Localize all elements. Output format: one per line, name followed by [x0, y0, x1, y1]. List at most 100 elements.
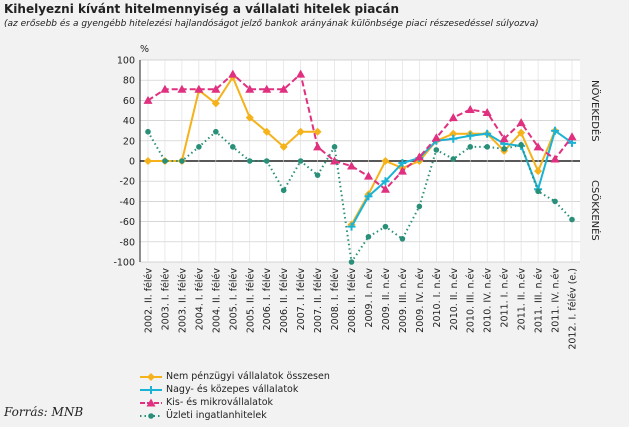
x-tick-label: 2007. II. félév	[313, 268, 324, 334]
data-point	[296, 69, 306, 78]
y-tick-label: 40	[123, 116, 135, 127]
data-point	[194, 84, 204, 93]
series-2	[143, 69, 577, 193]
data-point	[313, 142, 323, 151]
data-point	[465, 104, 475, 113]
y-tick-label: -20	[119, 177, 135, 188]
data-point	[551, 126, 560, 135]
data-point	[382, 223, 389, 230]
data-point	[381, 157, 390, 165]
data-point	[414, 152, 424, 161]
legend-entry: Nem pénzügyi vállalatok összesen	[140, 370, 330, 383]
y-tick-label: 60	[123, 96, 135, 107]
data-point	[313, 127, 322, 136]
data-point	[147, 372, 155, 381]
legend-entry: Üzleti ingatlanhitelek	[140, 409, 330, 422]
data-point	[280, 187, 287, 194]
data-point	[550, 154, 560, 163]
data-point	[482, 108, 492, 117]
y-tick-label: -60	[119, 217, 135, 228]
data-point	[483, 129, 492, 138]
data-point	[145, 128, 151, 135]
data-point	[146, 398, 156, 406]
axes: 100 80 60 40 20 0 -20 -40 -60 -80 -100 2002. II. fé…	[113, 56, 578, 350]
data-point	[162, 158, 168, 164]
series-line	[147, 72, 573, 191]
legend-swatch	[140, 412, 162, 419]
legend-label: Nagy- és közepes vállalatok	[166, 384, 299, 395]
x-tick-label: 2009. IV. n.év	[415, 268, 426, 333]
data-point	[363, 171, 373, 180]
x-tick-label: 2009. III. n.év	[398, 268, 409, 334]
y-axis-label: %	[140, 44, 149, 55]
data-point	[246, 158, 253, 164]
y-tick-label: -80	[119, 237, 135, 248]
y-tick-label: -40	[119, 197, 135, 208]
y-tick-label: 80	[123, 76, 135, 87]
data-point	[211, 99, 220, 108]
chart-subtitle: (az erősebb és a gyengébb hitelezési haj…	[4, 19, 539, 29]
data-point	[148, 412, 154, 419]
series-group	[143, 69, 577, 265]
data-point	[147, 385, 155, 394]
x-tick-label: 2011. I. n.év	[500, 268, 511, 328]
legend-label: Nem pénzügyi vállalatok összesen	[166, 371, 330, 382]
data-point	[160, 84, 170, 93]
data-point	[230, 144, 236, 150]
data-point	[449, 129, 458, 138]
data-point	[380, 184, 390, 193]
data-point	[399, 235, 406, 242]
data-point	[534, 167, 543, 176]
x-tick-label: 2008. I. félév	[330, 268, 341, 331]
data-point	[314, 172, 321, 178]
y-tick-label: 20	[123, 136, 135, 147]
data-point	[466, 131, 475, 140]
legend-entry: Kis- és mikrovállalatok	[140, 396, 330, 409]
data-point	[517, 128, 526, 137]
data-point	[245, 113, 254, 122]
data-point	[196, 144, 202, 150]
x-tick-label: 2005. I. félév	[228, 268, 239, 331]
data-point	[467, 144, 474, 150]
data-point	[516, 118, 526, 127]
data-point	[501, 146, 507, 152]
data-point	[449, 134, 458, 143]
x-tick-label: 2008. II. félév	[347, 268, 358, 334]
data-point	[535, 188, 541, 195]
data-point	[533, 142, 543, 151]
data-point	[330, 156, 340, 165]
legend-swatch	[140, 398, 162, 406]
data-point	[245, 84, 255, 93]
data-point	[364, 192, 373, 201]
data-point	[448, 113, 458, 122]
data-point	[279, 84, 289, 93]
data-point	[365, 233, 372, 240]
legend-label: Kis- és mikrovállalatok	[166, 397, 274, 408]
legend-swatch	[140, 385, 162, 394]
data-point	[143, 95, 153, 104]
x-tick-label: 2003. II. félév	[177, 268, 188, 334]
legend-label: Üzleti ingatlanhitelek	[166, 410, 267, 421]
x-tick-label: 2012. I. félév (e.)	[568, 268, 579, 350]
y-tick-label: -100	[113, 258, 135, 269]
data-point	[144, 157, 152, 165]
data-point	[450, 156, 457, 162]
annotation-decline: CSÖKKENÉS	[589, 180, 602, 241]
series-line	[147, 130, 573, 265]
data-point	[431, 133, 441, 142]
x-tick-label: 2002. II. félév	[144, 268, 155, 334]
y-tick-label: 0	[129, 157, 135, 168]
x-tick-label: 2004. I. félév	[194, 268, 205, 331]
data-point	[331, 144, 338, 150]
legend-swatch	[140, 372, 162, 381]
data-point	[263, 158, 270, 164]
data-point	[179, 158, 185, 164]
x-tick-label: 2004. II. félév	[211, 268, 222, 334]
data-point	[177, 84, 187, 93]
data-point	[297, 158, 304, 164]
x-tick-label: 2011. II. n.év	[517, 268, 528, 331]
data-point	[381, 177, 390, 186]
chart-title: Kihelyezni kívánt hitelmennyiség a válla…	[4, 2, 400, 16]
annotation-growth: NÖVEKEDÉS	[589, 80, 602, 142]
x-tick-label: 2010. IV. n.év	[483, 268, 494, 333]
